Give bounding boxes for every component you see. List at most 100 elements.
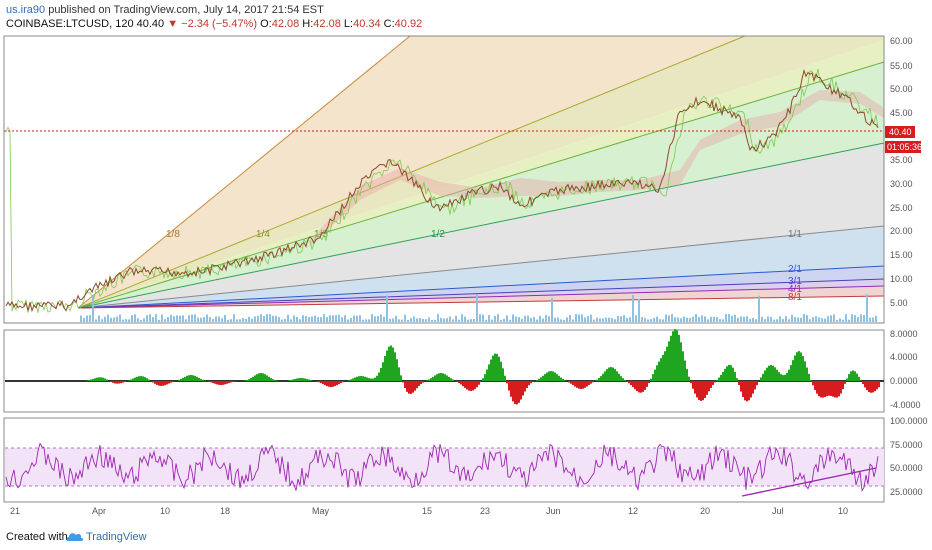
volume-bar xyxy=(473,318,475,322)
volume-bar xyxy=(437,314,439,322)
volume-bar xyxy=(533,317,535,322)
volume-bar xyxy=(794,317,796,322)
macd-bar xyxy=(156,381,158,385)
volume-bar xyxy=(551,297,553,322)
macd-bar xyxy=(488,364,490,381)
macd-bar xyxy=(330,381,332,387)
macd-bar xyxy=(604,371,606,381)
volume-bar xyxy=(695,314,697,322)
time-axis[interactable]: 21 Apr 10 18 May 15 23 Jun 12 20 Jul 10 xyxy=(10,506,848,516)
macd-bar xyxy=(234,381,236,382)
volume-bar xyxy=(821,318,823,322)
author-link[interactable]: us.ira90 xyxy=(6,4,46,16)
volume-bar xyxy=(266,314,268,322)
volume-bar xyxy=(110,317,112,322)
macd-bar xyxy=(844,381,846,384)
volume-bar xyxy=(527,315,529,322)
ichimoku-cloud xyxy=(310,90,884,246)
volume-bar xyxy=(362,319,364,322)
macd-bar xyxy=(302,378,304,381)
macd-bar xyxy=(428,379,430,381)
volume-bar xyxy=(662,319,664,322)
volume-bar xyxy=(803,314,805,322)
macd-bar xyxy=(170,381,172,383)
volume-bar xyxy=(176,315,178,322)
macd-bar xyxy=(854,371,856,381)
volume-bar xyxy=(146,315,148,322)
macd-bar xyxy=(712,381,714,385)
macd-bar xyxy=(542,375,544,381)
volume-bar xyxy=(194,314,196,322)
macd-bar xyxy=(146,378,148,381)
macd-bar xyxy=(288,380,290,381)
volume-bar xyxy=(782,318,784,322)
macd-bar xyxy=(416,381,418,389)
macd-bar xyxy=(166,381,168,385)
volume-bar xyxy=(548,316,550,322)
macd-bar xyxy=(222,381,224,385)
rsi-axis[interactable]: 100.0000 75.0000 50.0000 25.0000 xyxy=(890,416,928,497)
tradingview-link[interactable]: TradingView xyxy=(86,531,147,543)
volume-bar xyxy=(383,316,385,322)
time-axis-label: 23 xyxy=(480,506,490,516)
volume-bar xyxy=(815,316,817,322)
macd-bar xyxy=(164,381,166,386)
volume-bar xyxy=(446,318,448,322)
macd-axis[interactable]: 8.0000 4.0000 0.0000 -4.0000 xyxy=(890,329,921,410)
macd-bar xyxy=(436,374,438,381)
macd-bar xyxy=(196,376,198,381)
macd-bar xyxy=(572,381,574,386)
volume-bar xyxy=(398,319,400,322)
macd-bar xyxy=(124,381,126,382)
volume-bar xyxy=(671,314,673,322)
macd-bar xyxy=(298,378,300,381)
volume-bar xyxy=(305,316,307,322)
volume-bar xyxy=(689,317,691,322)
volume-bar xyxy=(860,314,862,322)
macd-bar xyxy=(510,381,512,397)
macd-bar xyxy=(554,372,556,381)
macd-bar xyxy=(726,366,728,381)
volume-bar xyxy=(593,319,595,322)
volume-bar xyxy=(728,314,730,322)
macd-bar xyxy=(558,375,560,381)
volume-bar xyxy=(302,315,304,322)
macd-bar xyxy=(800,352,802,381)
macd-bar xyxy=(458,381,460,384)
volume-bar xyxy=(188,315,190,322)
macd-bar xyxy=(336,381,338,386)
macd-bar xyxy=(408,381,410,394)
countdown-tag: 01:05:36 xyxy=(887,142,922,152)
macd-bar xyxy=(734,372,736,381)
chart-canvas[interactable]: 1/8 1/4 1/3 1/2 1/1 2/1 3/1 4/1 8/1 60.0… xyxy=(0,0,932,524)
volume-bar xyxy=(845,314,847,322)
low-label: L: xyxy=(343,18,354,30)
macd-bar xyxy=(866,381,868,391)
volume-bar xyxy=(290,319,292,322)
macd-bar xyxy=(786,372,788,381)
macd-bar xyxy=(746,381,748,402)
volume-bar xyxy=(542,318,544,322)
price-axis[interactable]: 60.00 55.00 50.00 45.00 35.00 30.00 25.00 20.00… xyxy=(890,36,913,308)
macd-bar xyxy=(848,374,850,381)
volume-bar xyxy=(749,319,751,322)
volume-bar xyxy=(818,317,820,322)
macd-bar xyxy=(254,375,256,381)
macd-bar xyxy=(452,379,454,381)
volume-bar xyxy=(347,319,349,322)
macd-bar xyxy=(358,376,360,381)
macd-bar xyxy=(584,381,586,388)
macd-bar xyxy=(674,329,676,381)
macd-bar xyxy=(752,381,754,394)
rsi-trendline xyxy=(741,467,877,497)
macd-bar xyxy=(112,381,114,383)
macd-bar xyxy=(546,372,548,381)
macd-bar xyxy=(192,375,194,381)
macd-bar xyxy=(110,381,112,382)
macd-bar xyxy=(450,378,452,381)
macd-bar xyxy=(400,375,402,381)
macd-bar xyxy=(348,380,350,381)
symbol-name[interactable]: COINBASE:LTCUSD, 120 xyxy=(6,18,134,30)
macd-bar xyxy=(198,377,200,381)
macd-bar xyxy=(474,381,476,390)
